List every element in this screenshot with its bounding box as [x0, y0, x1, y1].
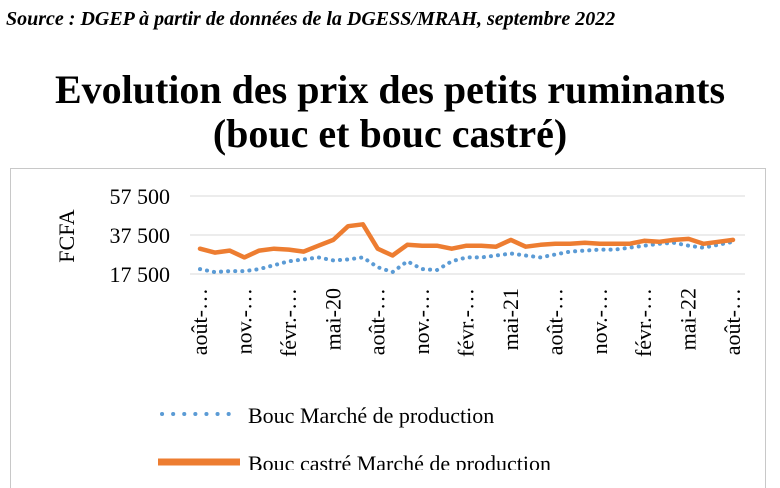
x-tick-label: août-… [187, 288, 212, 355]
x-tick-label: févr.-… [631, 288, 656, 357]
x-tick-label: févr.-… [276, 288, 301, 357]
y-tick-label: 57 500 [110, 184, 171, 209]
y-axis-label: FCFA [54, 209, 79, 263]
x-tick-label: nov.-… [231, 288, 256, 354]
x-tick-label: août-… [365, 288, 390, 355]
x-tick-label: mai-20 [320, 288, 345, 350]
series-line-2 [197, 222, 736, 260]
chart-title-line-1: Evolution des prix des petits ruminants [54, 67, 726, 112]
series-line-1 [198, 239, 735, 275]
legend-label-2: Bouc castré Marché de production [248, 451, 551, 470]
x-tick-label: août-… [720, 288, 745, 355]
chart-title-line-2: (bouc et bouc castré) [212, 111, 568, 156]
source-note: Source : DGEP à partir de données de la … [6, 8, 616, 30]
x-tick-label: mai-21 [498, 288, 523, 350]
line-chart: 17 500 37 500 57 500 FCFA août-… nov.-… févr.-… [54, 184, 745, 470]
x-tick-label: mai-22 [676, 288, 701, 350]
x-tick-label: nov.-… [409, 288, 434, 354]
legend-label-1: Bouc Marché de production [248, 403, 494, 428]
y-tick-label: 37 500 [110, 223, 171, 248]
x-tick-label: août-… [542, 288, 567, 355]
chart-area-frame [10, 168, 766, 488]
y-tick-label: 17 500 [110, 262, 171, 287]
x-tick-label: nov.-… [587, 288, 612, 354]
chart-title: Evolution des prix des petits ruminants … [0, 68, 780, 156]
x-tick-label: févr.-… [454, 288, 479, 357]
